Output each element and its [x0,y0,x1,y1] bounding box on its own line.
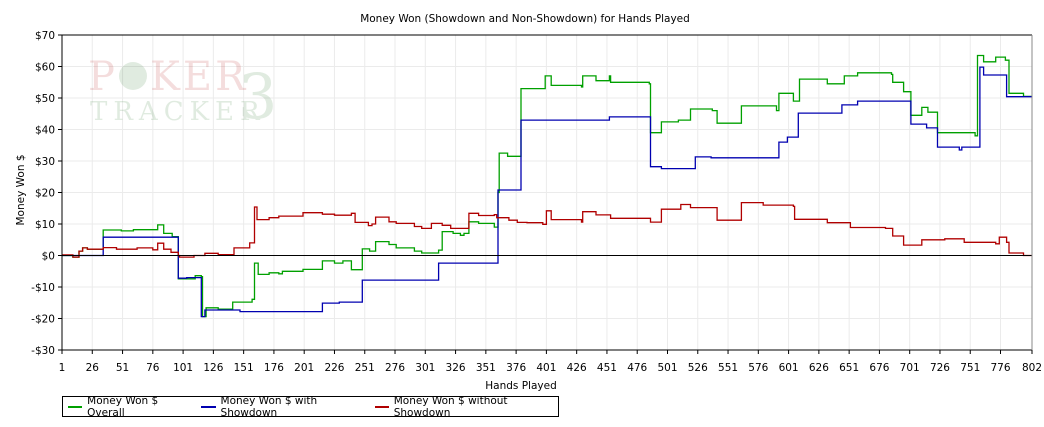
x-tick-label: 626 [809,362,829,374]
legend-label: Money Won $ with Showdown [220,394,318,419]
y-tick-label: $70 [35,30,55,42]
x-tick-label: 151 [234,362,254,374]
x-tick-label: 526 [688,362,708,374]
x-tick-label: 26 [86,362,100,374]
svg-text:P: P [88,54,118,100]
y-tick-label: $40 [35,125,55,137]
y-tick-label: $0 [42,251,55,263]
x-tick-label: 701 [900,362,920,374]
legend-swatch [68,405,83,408]
legend-item: Money Won $ without Showdown [374,394,548,419]
x-tick-label: 226 [324,362,344,374]
svg-text:3: 3 [238,60,277,133]
y-tick-label: $60 [35,62,55,74]
x-tick-label: 351 [476,362,496,374]
legend-swatch [374,405,389,408]
legend-label: Money Won $ without Showdown [393,394,508,419]
x-tick-label: 76 [146,362,160,374]
x-tick-label: 301 [415,362,435,374]
x-tick-label: 101 [173,362,193,374]
x-tick-label: 326 [446,362,466,374]
x-tick-label: 501 [657,362,677,374]
x-tick-label: 726 [930,362,950,374]
y-tick-label: -$10 [31,282,55,294]
x-tick-label: 401 [536,362,556,374]
x-tick-label: 251 [355,362,375,374]
series-line-with-showdown [62,66,1032,318]
legend: Money Won $ Overall Money Won $ with Show… [62,394,559,419]
x-tick-label: 1 [59,362,66,374]
chart-title: Money Won (Showdown and Non-Showdown) fo… [360,13,690,25]
x-tick-label: 426 [567,362,587,374]
y-tick-label: -$30 [31,345,55,357]
x-tick-label: 576 [748,362,768,374]
legend-item: Money Won $ Overall [68,395,186,419]
x-tick-label: 676 [869,362,889,374]
y-tick-label: $20 [35,188,55,200]
x-tick-label: 601 [779,362,799,374]
x-tick-label: 276 [385,362,405,374]
x-tick-label: 776 [990,362,1010,374]
x-tick-label: 802 [1022,362,1042,374]
svg-text:KER: KER [150,54,248,100]
x-tick-label: 751 [960,362,980,374]
legend-item: Money Won $ with Showdown [201,395,359,419]
y-tick-label: $10 [35,219,55,231]
svg-text:TRACKER: TRACKER [90,97,266,127]
x-tick-label: 51 [116,362,129,374]
legend-swatch [201,405,216,408]
y-tick-label: -$20 [31,314,55,326]
x-tick-label: 451 [597,362,617,374]
x-tick-label: 126 [203,362,223,374]
x-tick-label: 651 [839,362,859,374]
x-tick-label: 201 [294,362,314,374]
x-tick-label: 176 [264,362,284,374]
y-tick-label: $30 [35,156,55,168]
x-tick-label: 376 [506,362,526,374]
x-tick-label: 476 [627,362,647,374]
legend-label: Money Won $ Overall [87,394,159,419]
y-tick-label: $50 [35,93,55,105]
y-axis-label: Money Won $ [15,154,27,225]
series-line-without-showdown [62,201,1032,258]
x-tick-label: 551 [718,362,738,374]
x-axis-label: Hands Played [485,380,556,392]
pokertracker-logo-watermark: P KER TRACKER 3 [88,54,277,133]
